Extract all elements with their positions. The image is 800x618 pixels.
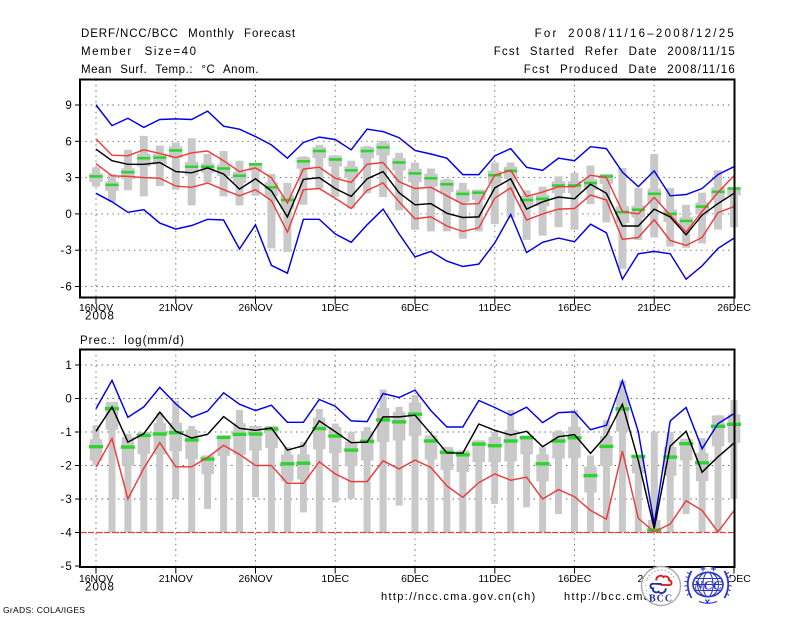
svg-text:11DEC: 11DEC (478, 303, 511, 314)
svg-text:0: 0 (65, 209, 73, 221)
svg-text:26DEC: 26DEC (717, 303, 751, 314)
svg-text:16NOV: 16NOV (79, 303, 113, 314)
svg-text:-3: -3 (60, 494, 73, 506)
svg-text:Member Size=40: Member Size=40 (81, 46, 198, 58)
svg-text:-1: -1 (60, 427, 73, 439)
svg-text:21DEC: 21DEC (637, 303, 671, 314)
svg-text:16NOV: 16NOV (79, 574, 113, 585)
svg-text:6: 6 (65, 136, 73, 148)
svg-text:Fcst Produced Date 2008/11/16: Fcst Produced Date 2008/11/16 (524, 64, 736, 76)
svg-text:0: 0 (65, 394, 73, 406)
svg-text:16DEC: 16DEC (558, 303, 592, 314)
svg-text:3: 3 (65, 173, 73, 185)
svg-text:-4: -4 (60, 528, 73, 540)
svg-text:-2: -2 (60, 461, 73, 473)
svg-text:DERF/NCC/BCC Monthly Forecast: DERF/NCC/BCC Monthly Forecast (81, 28, 296, 40)
svg-text:21NOV: 21NOV (159, 574, 193, 585)
svg-text:6DEC: 6DEC (401, 574, 429, 585)
svg-text:NCC: NCC (693, 578, 722, 593)
svg-text:26NOV: 26NOV (238, 303, 272, 314)
svg-text:-6: -6 (60, 282, 73, 294)
svg-text:Fcst Started Refer Date 2008/1: Fcst Started Refer Date 2008/11/15 (494, 46, 736, 58)
svg-text:9: 9 (65, 100, 73, 112)
svg-text:Prec.: log(mm/d): Prec.: log(mm/d) (80, 335, 185, 347)
svg-text:1DEC: 1DEC (321, 303, 349, 314)
svg-text:16DEC: 16DEC (558, 574, 592, 585)
svg-text:Mean Surf. Temp.: °C Anom.: Mean Surf. Temp.: °C Anom. (81, 64, 259, 76)
svg-text:26DEC: 26DEC (717, 574, 751, 585)
svg-text:2008: 2008 (85, 582, 115, 594)
svg-text:GrADS: COLA/IGES: GrADS: COLA/IGES (3, 605, 85, 615)
svg-text:-5: -5 (60, 561, 73, 573)
svg-text:1DEC: 1DEC (321, 574, 349, 585)
svg-text:11DEC: 11DEC (478, 574, 511, 585)
svg-text:26NOV: 26NOV (238, 574, 272, 585)
svg-text:1: 1 (65, 360, 73, 372)
svg-text:2008: 2008 (85, 311, 115, 323)
svg-text:21NOV: 21NOV (159, 303, 193, 314)
svg-text:For 2008/11/16–2008/12/25: For 2008/11/16–2008/12/25 (535, 28, 736, 40)
svg-text:-3: -3 (60, 245, 73, 257)
svg-text:6DEC: 6DEC (401, 303, 429, 314)
svg-text:BCC: BCC (649, 594, 673, 605)
svg-text:http://ncc.cma.gov.cn(ch): http://ncc.cma.gov.cn(ch) (381, 591, 537, 603)
